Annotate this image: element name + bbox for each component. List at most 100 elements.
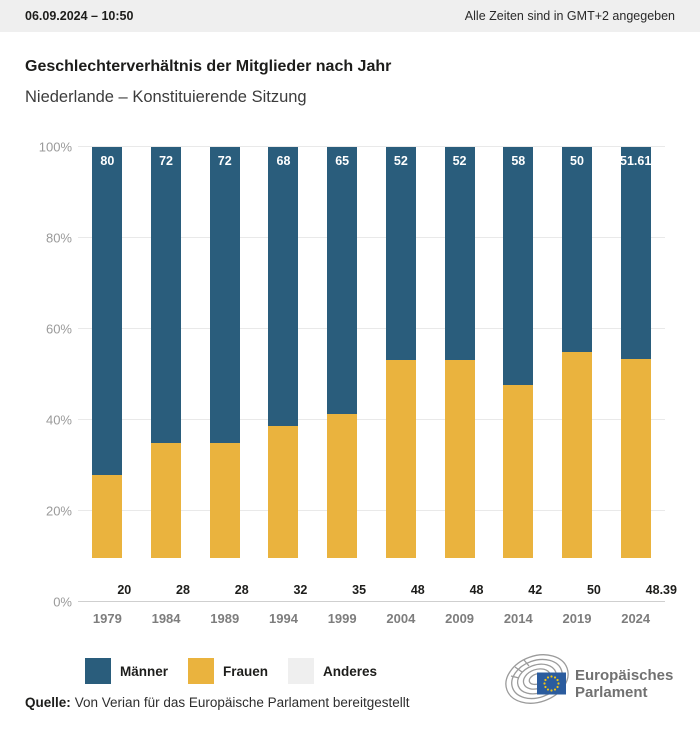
bar-value-label-bottom: 48.39 xyxy=(645,582,677,597)
bar-segment[interactable] xyxy=(327,147,358,414)
legend-swatch xyxy=(85,658,111,684)
eu-flag-icon xyxy=(537,672,566,695)
bar-segment[interactable] xyxy=(620,147,651,359)
y-tick-label: 40% xyxy=(45,412,72,428)
bar-value-label-top: 58 xyxy=(511,154,526,168)
bar-value-label-top: 72 xyxy=(159,154,173,168)
stacked-bar[interactable]: 72 28 xyxy=(151,147,190,602)
gridline xyxy=(78,237,665,238)
legend-item[interactable]: Männer xyxy=(85,658,168,684)
bar-segment[interactable] xyxy=(151,147,182,443)
stacked-bar[interactable]: 72 28 xyxy=(209,147,249,602)
gridline xyxy=(78,419,665,420)
x-axis-label: 2019 xyxy=(562,611,592,626)
bar-segment[interactable] xyxy=(209,147,240,443)
bar-segment[interactable] xyxy=(620,358,651,558)
bar-value-label-bottom: 48 xyxy=(469,582,484,597)
bar-slot: 58 42 xyxy=(489,147,548,602)
x-labels: 1979 1984 1989 1994 1999 2004 2009 2014 2019 2024 xyxy=(78,611,665,626)
bar-segment[interactable] xyxy=(561,147,592,353)
bar-segment[interactable] xyxy=(268,147,299,427)
legend-label: Männer xyxy=(120,663,169,679)
stacked-bar[interactable]: 51.61 48.39 xyxy=(620,147,677,602)
bar-value-label-top: 80 xyxy=(100,154,115,168)
stacked-bar[interactable]: 68 32 xyxy=(268,147,308,602)
bar-slot: 52 48 xyxy=(372,147,431,602)
y-axis: 0% 20% 40% 60% 80% 100% xyxy=(0,141,78,609)
y-tick-label: 0% xyxy=(53,594,72,610)
x-axis-label: 1979 xyxy=(92,611,122,626)
bar-segment[interactable] xyxy=(444,147,475,361)
bar-segment[interactable] xyxy=(92,475,123,558)
y-tick-label: 20% xyxy=(45,503,72,519)
plot-area: 80 20 72 28 72 28 68 32 65 35 52 48 52 48 58 42 50 50 51.6… xyxy=(78,146,677,602)
stacked-bar[interactable]: 80 20 xyxy=(92,147,132,602)
bar-value-label-bottom: 28 xyxy=(176,582,190,597)
legend-item[interactable]: Anderes xyxy=(288,658,377,684)
gridline xyxy=(78,510,665,511)
bar-slot: 65 35 xyxy=(313,147,372,602)
bar-value-label-bottom: 50 xyxy=(586,582,601,597)
y-tick-label: 80% xyxy=(45,230,72,246)
report-datetime: 06.09.2024 – 10:50 xyxy=(25,9,134,23)
bar-segment[interactable] xyxy=(268,426,299,558)
stacked-bar[interactable]: 52 48 xyxy=(444,147,484,602)
x-axis-label: 2009 xyxy=(445,611,475,626)
bar-segment[interactable] xyxy=(385,147,416,361)
ep-hemicycle-logo-icon: Europäisches Parlament xyxy=(505,654,673,704)
bar-value-label-top: 52 xyxy=(393,154,408,168)
source-text: Von Verian für das Europäische Parlament… xyxy=(74,695,410,710)
bar-value-label-top: 52 xyxy=(452,154,467,168)
bar-slot: 72 28 xyxy=(137,147,196,602)
bar-segment[interactable] xyxy=(92,147,123,476)
bar-slot: 68 32 xyxy=(254,147,313,602)
page-title: Geschlechterverhältnis der Mitglieder na… xyxy=(25,58,392,75)
bar-segment[interactable] xyxy=(327,413,358,558)
legend-item[interactable]: Frauen xyxy=(188,658,268,684)
topbar: 06.09.2024 – 10:50 Alle Zeiten sind in G… xyxy=(0,0,700,32)
x-axis-label: 1989 xyxy=(210,611,240,626)
legend-label: Anderes xyxy=(323,663,378,679)
bar-value-label-bottom: 28 xyxy=(234,582,249,597)
bar-value-label-bottom: 48 xyxy=(410,582,425,597)
source-label: Quelle: xyxy=(25,695,71,710)
legend-swatch xyxy=(188,658,215,684)
bar-segment[interactable] xyxy=(503,385,534,558)
stacked-bar[interactable]: 50 50 xyxy=(561,147,601,602)
gridline xyxy=(78,146,665,147)
timezone-note: Alle Zeiten sind in GMT+2 angegeben xyxy=(464,9,675,23)
page-subtitle: Niederlande – Konstituierende Sitzung xyxy=(25,88,307,106)
bars: 80 20 72 28 72 28 68 32 65 35 52 48 52 48 58 42 50 50 51.6… xyxy=(78,147,677,602)
bar-segment[interactable] xyxy=(561,352,592,558)
bar-value-label-bottom: 20 xyxy=(117,582,132,597)
bar-value-label-top: 72 xyxy=(217,154,232,168)
logo-text-line1: Europäisches xyxy=(575,667,673,684)
x-axis-label: 1984 xyxy=(151,611,181,626)
bar-value-label-bottom: 32 xyxy=(293,582,308,597)
bar-slot: 52 48 xyxy=(430,147,489,602)
bar-value-label-top: 68 xyxy=(276,154,291,168)
stacked-bar[interactable]: 52 48 xyxy=(385,147,425,602)
bar-value-label-bottom: 42 xyxy=(528,582,543,597)
gridline xyxy=(78,328,665,329)
x-axis-label: 2024 xyxy=(621,611,651,626)
logo-text-line2: Parlament xyxy=(575,684,648,701)
bar-segment[interactable] xyxy=(209,442,240,558)
bar-value-label-bottom: 35 xyxy=(352,582,367,597)
eu-flag-stars xyxy=(543,675,560,692)
bar-segment[interactable] xyxy=(503,147,534,386)
bar-segment[interactable] xyxy=(151,442,182,558)
x-axis-label: 1994 xyxy=(269,611,298,626)
bar-value-label-top: 51.61 xyxy=(620,154,652,168)
bar-segment[interactable] xyxy=(385,360,416,558)
stacked-bar[interactable]: 65 35 xyxy=(327,147,367,602)
gridline xyxy=(78,601,665,602)
stacked-bar[interactable]: 58 42 xyxy=(503,147,543,602)
legend-label: Frauen xyxy=(223,663,269,679)
bar-value-label-top: 65 xyxy=(335,154,350,168)
x-axis-label: 1999 xyxy=(327,611,357,626)
european-parliament-logo: Europäisches Parlament xyxy=(504,649,676,716)
x-axis-label: 2014 xyxy=(503,611,533,626)
bar-segment[interactable] xyxy=(444,360,475,558)
y-tick-label: 60% xyxy=(45,321,72,337)
